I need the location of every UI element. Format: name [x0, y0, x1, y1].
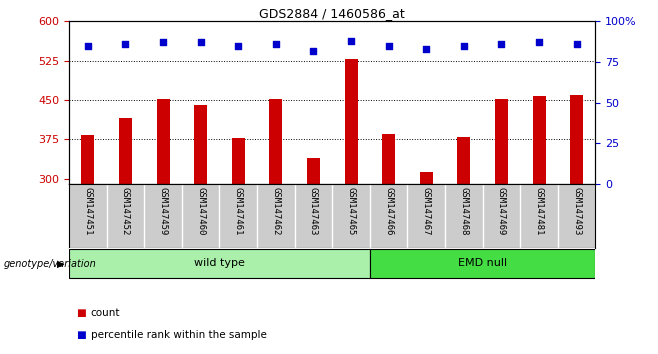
Text: GSM147466: GSM147466 — [384, 187, 393, 236]
Point — [534, 40, 544, 45]
Point — [346, 38, 357, 44]
Text: GSM147460: GSM147460 — [196, 187, 205, 236]
Point — [384, 43, 394, 48]
Text: EMD null: EMD null — [458, 258, 507, 268]
Text: GSM147465: GSM147465 — [347, 187, 355, 236]
Text: percentile rank within the sample: percentile rank within the sample — [91, 330, 266, 339]
Bar — [495, 99, 508, 184]
Point — [83, 43, 93, 48]
Text: ■: ■ — [76, 308, 86, 318]
Bar — [382, 134, 395, 184]
Bar — [82, 135, 95, 184]
Text: GSM147481: GSM147481 — [534, 187, 544, 236]
Point — [571, 41, 582, 47]
Bar — [532, 96, 545, 184]
Bar — [420, 172, 433, 184]
Bar — [370, 249, 595, 278]
Text: ■: ■ — [76, 330, 86, 339]
Text: GSM147452: GSM147452 — [121, 187, 130, 236]
Point — [308, 48, 318, 53]
Point — [120, 41, 131, 47]
Text: GSM147451: GSM147451 — [84, 187, 92, 236]
Text: GSM147493: GSM147493 — [572, 187, 581, 236]
Bar — [119, 119, 132, 184]
Title: GDS2884 / 1460586_at: GDS2884 / 1460586_at — [259, 7, 405, 20]
Bar — [157, 99, 170, 184]
Point — [496, 41, 507, 47]
Text: GSM147459: GSM147459 — [159, 187, 168, 236]
Bar — [345, 59, 358, 184]
Bar — [194, 105, 207, 184]
Text: GSM147468: GSM147468 — [459, 187, 468, 236]
Text: GSM147463: GSM147463 — [309, 187, 318, 236]
Text: GSM147461: GSM147461 — [234, 187, 243, 236]
Point — [459, 43, 469, 48]
Text: count: count — [91, 308, 120, 318]
Text: ▶: ▶ — [57, 259, 64, 269]
Text: genotype/variation: genotype/variation — [3, 259, 96, 269]
Point — [270, 41, 281, 47]
Bar — [570, 95, 583, 184]
Point — [421, 46, 432, 52]
Bar — [457, 137, 470, 184]
Text: GSM147469: GSM147469 — [497, 187, 506, 236]
Text: GSM147467: GSM147467 — [422, 187, 431, 236]
Bar — [269, 99, 282, 184]
Text: GSM147462: GSM147462 — [271, 187, 280, 236]
Point — [158, 40, 168, 45]
Bar — [232, 138, 245, 184]
Bar — [307, 158, 320, 184]
Bar — [69, 249, 370, 278]
Point — [195, 40, 206, 45]
Point — [233, 43, 243, 48]
Text: wild type: wild type — [194, 258, 245, 268]
